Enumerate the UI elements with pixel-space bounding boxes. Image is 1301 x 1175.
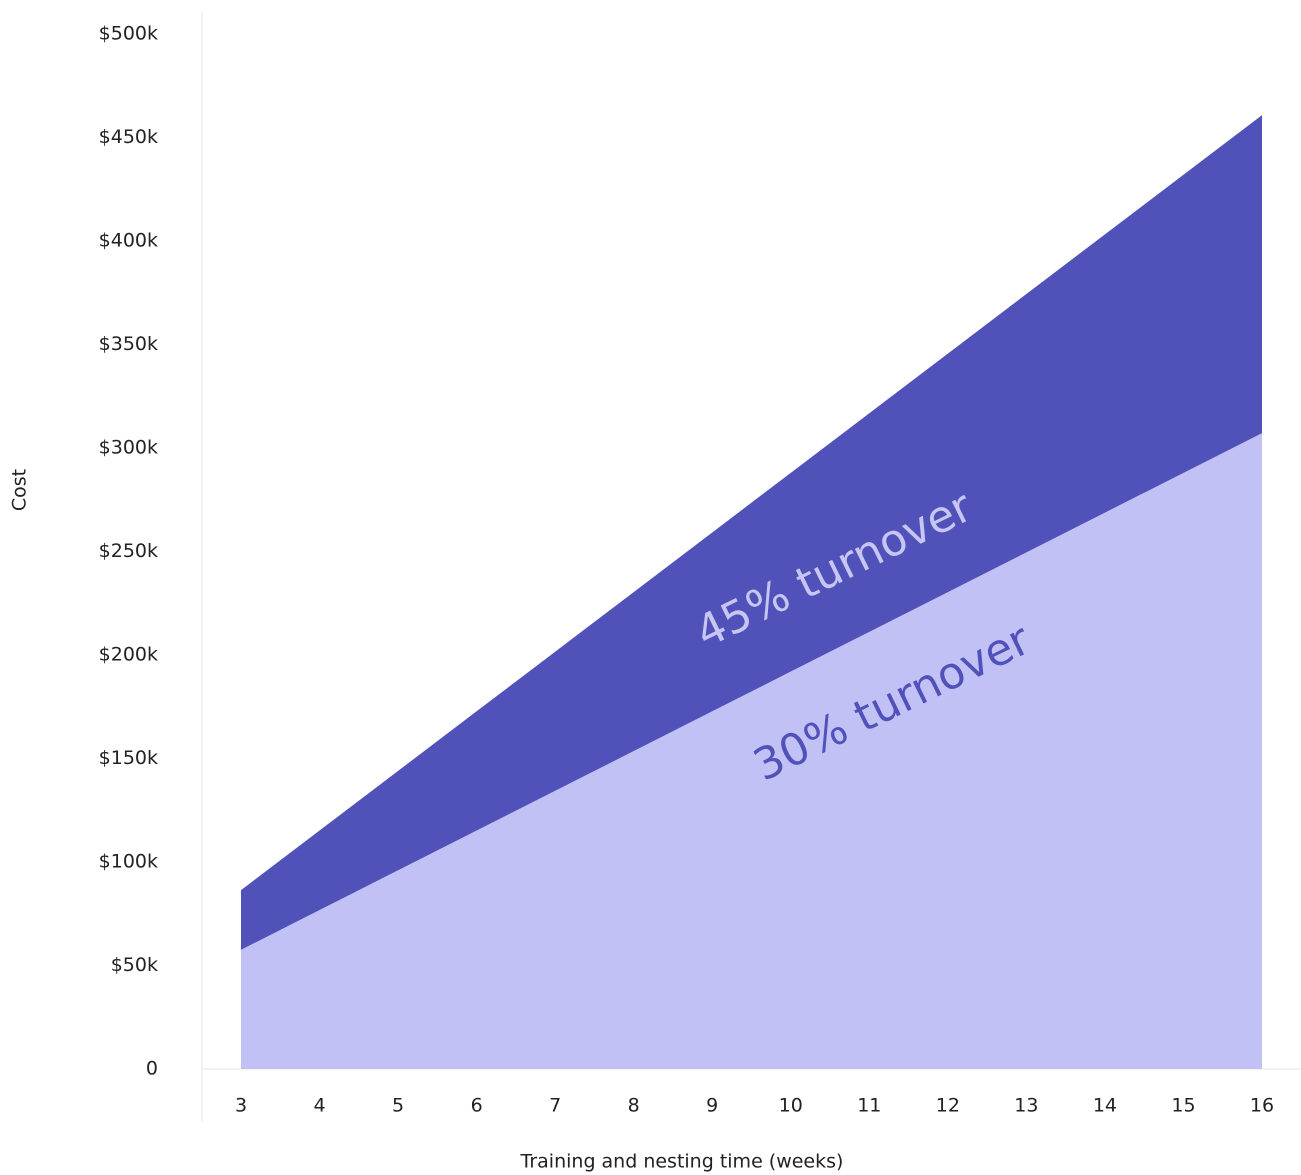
x-tick-label: 7 (549, 1095, 561, 1117)
y-tick-label: $400k (99, 230, 158, 252)
y-tick-label: $150k (99, 747, 158, 769)
x-tick-label: 4 (313, 1095, 325, 1117)
x-tick-label: 6 (471, 1095, 483, 1117)
y-tick-label: $50k (111, 954, 158, 976)
x-tick-label: 9 (706, 1095, 718, 1117)
x-tick-label: 14 (1093, 1095, 1117, 1117)
x-tick-label: 15 (1171, 1095, 1195, 1117)
x-tick-label: 12 (936, 1095, 960, 1117)
x-tick-label: 10 (779, 1095, 803, 1117)
x-tick-label: 16 (1250, 1095, 1274, 1117)
y-tick-label: $300k (99, 437, 158, 459)
y-tick-label: $200k (99, 644, 158, 666)
area (241, 433, 1262, 1069)
y-tick-label: $500k (99, 23, 158, 45)
x-tick-label: 8 (628, 1095, 640, 1117)
x-tick-label: 5 (392, 1095, 404, 1117)
y-axis-title: Cost (9, 469, 31, 511)
y-tick-label: $100k (99, 851, 158, 873)
y-tick-label: $450k (99, 126, 158, 148)
x-tick-label: 13 (1014, 1095, 1038, 1117)
y-tick-label: $250k (99, 540, 158, 562)
y-tick-label: $350k (99, 333, 158, 355)
y-tick-label: 0 (146, 1058, 158, 1080)
x-tick-label: 3 (235, 1095, 247, 1117)
x-axis-title: Training and nesting time (weeks) (520, 1151, 844, 1173)
x-tick-label: 11 (857, 1095, 881, 1117)
